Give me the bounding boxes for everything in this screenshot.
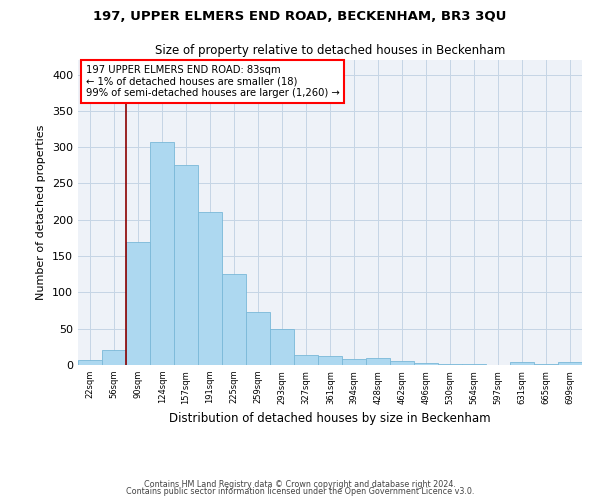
Bar <box>366 358 390 365</box>
Bar <box>151 142 174 365</box>
Bar <box>414 363 438 365</box>
Bar <box>174 166 197 365</box>
Title: Size of property relative to detached houses in Beckenham: Size of property relative to detached ho… <box>155 44 505 58</box>
Text: Contains HM Land Registry data © Crown copyright and database right 2024.: Contains HM Land Registry data © Crown c… <box>144 480 456 489</box>
Bar <box>534 364 558 365</box>
Text: 197, UPPER ELMERS END ROAD, BECKENHAM, BR3 3QU: 197, UPPER ELMERS END ROAD, BECKENHAM, B… <box>94 10 506 23</box>
Bar <box>510 362 533 365</box>
Bar <box>102 350 126 365</box>
Bar <box>246 312 270 365</box>
Bar <box>438 364 462 365</box>
Text: 197 UPPER ELMERS END ROAD: 83sqm
← 1% of detached houses are smaller (18)
99% of: 197 UPPER ELMERS END ROAD: 83sqm ← 1% of… <box>86 64 340 98</box>
Bar <box>463 364 486 365</box>
Bar <box>198 212 222 365</box>
Bar <box>295 355 318 365</box>
Bar <box>127 242 150 365</box>
Bar <box>319 356 342 365</box>
Bar <box>78 360 102 365</box>
Bar <box>342 359 365 365</box>
Bar <box>222 274 246 365</box>
Bar <box>270 330 294 365</box>
X-axis label: Distribution of detached houses by size in Beckenham: Distribution of detached houses by size … <box>169 412 491 425</box>
Bar <box>390 362 414 365</box>
Text: Contains public sector information licensed under the Open Government Licence v3: Contains public sector information licen… <box>126 487 474 496</box>
Bar <box>558 362 582 365</box>
Y-axis label: Number of detached properties: Number of detached properties <box>37 125 46 300</box>
